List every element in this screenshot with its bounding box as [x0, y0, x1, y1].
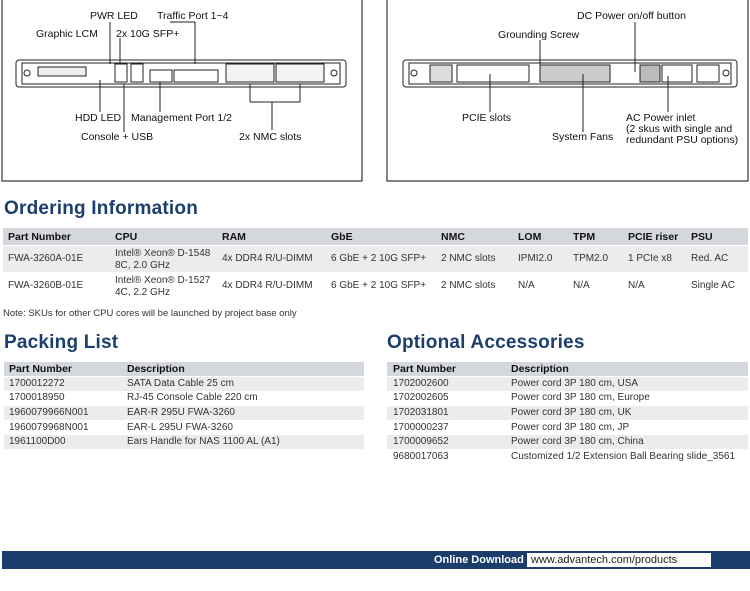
table-cell: 1 PCIe x8 — [628, 253, 672, 264]
table-cell: 1702002600 — [393, 377, 449, 389]
table-row-bg — [387, 406, 748, 420]
callout-label: PWR LED — [90, 10, 138, 22]
table-cell: EAR-L 295U FWA-3260 — [127, 421, 233, 433]
table-cell: Customized 1/2 Extension Ball Bearing sl… — [511, 450, 736, 462]
callout-label: HDD LED — [75, 112, 122, 124]
table-cell: 4C, 2.2 GHz — [115, 286, 171, 298]
table-row-bg — [387, 391, 748, 406]
table-cell: Single AC — [691, 280, 735, 291]
table-cell: Power cord 3P 180 cm, USA — [511, 377, 639, 389]
column-header: TPM — [573, 230, 596, 243]
callout-label: Grounding Screw — [498, 29, 580, 41]
callout-label: Management Port 1/2 — [131, 112, 232, 124]
table-cell: 6 GbE + 2 10G SFP+ — [331, 253, 427, 264]
callout-label: 2x NMC slots — [239, 131, 301, 143]
table-cell: N/A — [628, 280, 645, 291]
section-title: Optional Accessories — [387, 332, 585, 353]
footer-url: www.advantech.com/products — [531, 554, 678, 566]
column-header: Part Number — [8, 230, 72, 243]
footer-url-box — [527, 553, 711, 567]
table-row-bg — [4, 435, 364, 449]
table-row-bg — [4, 377, 364, 391]
table-cell: 1702031801 — [393, 407, 449, 418]
front-box — [1, 0, 363, 182]
column-header: CPU — [115, 230, 138, 243]
table-cell: Power cord 3P 180 cm, JP — [511, 421, 630, 433]
table-row-bg — [4, 391, 364, 406]
table-cell: 2 NMC slots — [441, 280, 496, 291]
table-cell: 1700018950 — [9, 392, 65, 404]
table-header-bg — [387, 362, 748, 376]
table-cell: 1700012272 — [9, 377, 65, 389]
callout-label: (2 skus with single and — [626, 123, 732, 135]
callout-label: AC Power inlet — [626, 112, 696, 124]
table-cell: 1702002605 — [393, 392, 449, 404]
table-cell: 4x DDR4 R/U-DIMM — [222, 280, 313, 291]
callout-label: PCIE slots — [462, 112, 511, 124]
callout-label: 2x 10G SFP+ — [116, 28, 179, 40]
table-cell: 1961100D00 — [9, 436, 66, 448]
rear-box — [386, 0, 749, 182]
column-header: Part Number — [393, 363, 457, 375]
table-cell: Power cord 3P 180 cm, UK — [511, 407, 632, 418]
table-row-bg — [387, 420, 748, 435]
table-cell: 1960079968N001 — [9, 421, 89, 433]
table-cell: 2 NMC slots — [441, 253, 496, 264]
table-row-bg — [387, 435, 748, 449]
section-title: Packing List — [4, 332, 119, 353]
callout-label: redundant PSU options) — [626, 134, 738, 146]
table-cell: N/A — [573, 280, 590, 291]
table-cell: 4x DDR4 R/U-DIMM — [222, 253, 313, 264]
table-row-bg — [4, 406, 364, 420]
note: Note: SKUs for other CPU cores will be l… — [3, 308, 297, 319]
table-cell: 1700000237 — [393, 421, 449, 433]
table-cell: SATA Data Cable 25 cm — [127, 377, 234, 389]
column-header: Part Number — [9, 363, 73, 375]
table-header-bg — [4, 362, 364, 376]
panel-diagrams: PWR LED Traffic Port 1~4 Graphic LCM 2x 10G… — [1, 0, 749, 182]
table-row-bg — [3, 246, 748, 272]
table-cell: FWA-3260A-01E — [8, 253, 84, 264]
column-header: LOM — [518, 230, 542, 243]
footer-label: Online Download — [434, 554, 524, 566]
column-header: GbE — [331, 230, 353, 243]
table-cell: RJ-45 Console Cable 220 cm — [127, 392, 258, 404]
table-cell: 8C, 2.0 GHz — [115, 259, 171, 271]
column-header: PCIE riser — [628, 230, 679, 243]
column-header: PSU — [691, 230, 713, 243]
callout-label: Console + USB — [81, 131, 153, 143]
table-cell: 1700009652 — [393, 436, 449, 448]
table-cell: Red. AC — [691, 253, 729, 264]
section-title: Ordering Information — [4, 198, 198, 219]
callout-label: Traffic Port 1~4 — [157, 10, 229, 22]
column-header: Description — [127, 363, 185, 375]
table-cell: Power cord 3P 180 cm, China — [511, 436, 644, 448]
table-cell: FWA-3260B-01E — [8, 280, 84, 291]
front-device — [15, 21, 347, 132]
column-header: NMC — [441, 230, 465, 243]
table-row-bg — [387, 377, 748, 391]
rear-device — [402, 22, 738, 132]
table-row-bg — [4, 420, 364, 435]
callout-label: DC Power on/off button — [577, 10, 686, 22]
callout-label: Graphic LCM — [36, 28, 98, 40]
table-cell: 1960079966N001 — [9, 407, 89, 418]
table-cell: 9680017063 — [393, 450, 449, 462]
table-cell: Intel® Xeon® D-1548 — [115, 247, 211, 259]
table-cell: Ears Handle for NAS 1100 AL (A1) — [127, 436, 280, 448]
column-header: RAM — [222, 230, 246, 243]
column-header: Description — [511, 363, 569, 375]
table-row-bg — [387, 450, 748, 464]
table-header-bg — [3, 228, 748, 245]
table-row-bg — [3, 273, 748, 299]
table-cell: 6 GbE + 2 10G SFP+ — [331, 280, 427, 291]
table-cell: IPMI2.0 — [518, 253, 553, 264]
table-cell: Power cord 3P 180 cm, Europe — [511, 392, 650, 404]
callout-label: System Fans — [552, 131, 613, 143]
table-cell: Intel® Xeon® D-1527 — [115, 274, 211, 286]
table-cell: N/A — [518, 280, 535, 291]
table-cell: EAR-R 295U FWA-3260 — [127, 407, 235, 418]
table-cell: TPM2.0 — [573, 253, 609, 264]
